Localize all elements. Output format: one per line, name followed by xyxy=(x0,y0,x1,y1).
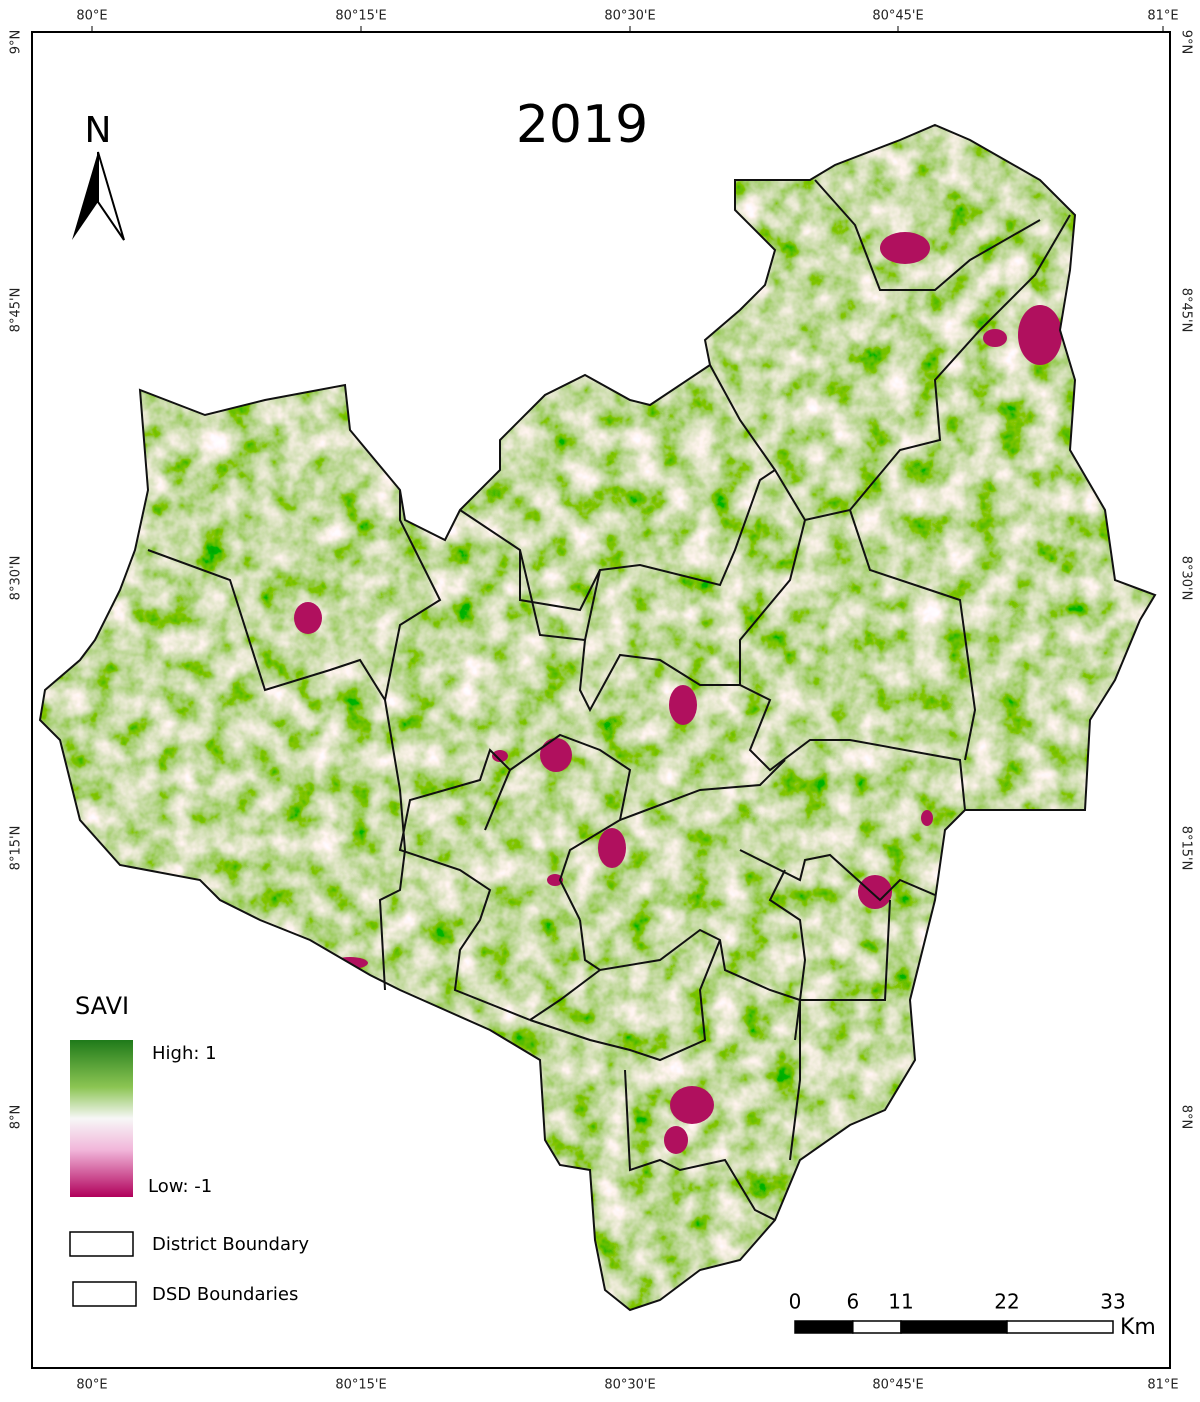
latitude-label: 8°15'N xyxy=(1179,826,1194,871)
legend-swatch xyxy=(69,1231,134,1257)
latitude-label: 8°45'N xyxy=(9,288,24,333)
latitude-label: 8°N xyxy=(1179,1105,1194,1130)
dsd-boundaries xyxy=(39,124,1156,1311)
north-arrow: N xyxy=(72,110,125,241)
scale-segment xyxy=(900,1320,1008,1334)
latitude-label: 9°N xyxy=(1179,30,1194,55)
scale-label: 11 xyxy=(888,1290,913,1314)
latitude-label: 8°45'N xyxy=(1179,288,1194,333)
legend-item: District Boundary xyxy=(152,1234,309,1255)
longitude-label: 81°E xyxy=(1147,1378,1178,1393)
scale-label: 6 xyxy=(846,1290,859,1314)
latitude-label: 8°N xyxy=(9,1105,24,1130)
longitude-label: 80°E xyxy=(76,1378,107,1393)
map-title: 2019 xyxy=(516,95,648,155)
legend-low: Low: -1 xyxy=(148,1176,212,1197)
longitude-label: 80°45'E xyxy=(872,1378,923,1393)
legend-high: High: 1 xyxy=(152,1043,217,1064)
low-savi-patches xyxy=(294,232,1062,1154)
legend-swatch xyxy=(72,1281,137,1307)
latitude-label: 8°30'N xyxy=(9,556,24,601)
scale-segment xyxy=(1006,1320,1114,1334)
latitude-label: 8°30'N xyxy=(1179,556,1194,601)
north-label: N xyxy=(85,110,112,151)
scale-segment xyxy=(794,1320,854,1334)
longitude-label: 80°30'E xyxy=(604,1378,655,1393)
longitude-label: 81°E xyxy=(1147,9,1178,24)
scale-label: 0 xyxy=(789,1290,802,1314)
legend-ramp xyxy=(70,1040,133,1197)
graticule: 80°E 80°E 80°15'E 80°15'E 80°30'E 80°30'E 80°4… xyxy=(9,9,1194,1393)
latitude-label: 9°N xyxy=(9,30,24,55)
longitude-label: 80°45'E xyxy=(872,9,923,24)
latitude-label: 8°15'N xyxy=(9,826,24,871)
longitude-label: 80°15'E xyxy=(335,1378,386,1393)
scale-label: 33 xyxy=(1100,1290,1125,1314)
longitude-label: 80°30'E xyxy=(604,9,655,24)
scale-label: 22 xyxy=(994,1290,1019,1314)
scale-segment xyxy=(852,1320,902,1334)
legend-title: SAVI xyxy=(75,992,129,1020)
legend: SAVI High: 1 Low: -1 District Boundary D… xyxy=(69,992,309,1307)
longitude-label: 80°15'E xyxy=(335,9,386,24)
longitude-label: 80°E xyxy=(76,9,107,24)
scale-unit: Km xyxy=(1120,1315,1156,1340)
legend-item: DSD Boundaries xyxy=(152,1284,298,1305)
